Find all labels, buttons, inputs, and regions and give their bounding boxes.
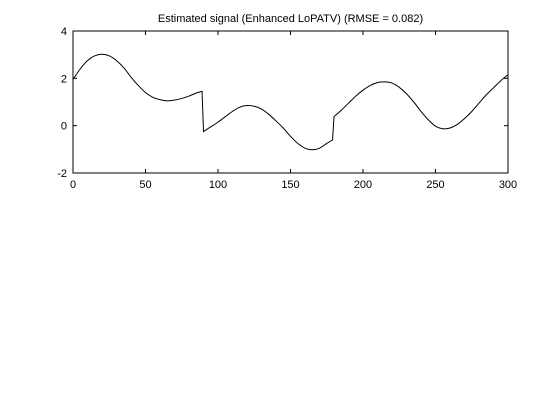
y-axis-ticks: -2 0 2 4 xyxy=(57,26,508,180)
y-tick-label: -2 xyxy=(57,168,67,180)
estimated-signal-line xyxy=(72,53,509,151)
y-tick-label: 2 xyxy=(61,73,67,85)
chart-title: Estimated signal (Enhanced LoPATV) (RMSE… xyxy=(158,13,423,25)
x-tick-label: 300 xyxy=(499,179,517,191)
x-tick-label: 150 xyxy=(281,179,299,191)
x-axis-ticks: 0 50 100 150 200 250 300 xyxy=(70,31,517,191)
x-tick-label: 0 xyxy=(70,179,76,191)
y-tick-label: 4 xyxy=(61,26,67,38)
x-tick-label: 250 xyxy=(426,179,444,191)
x-tick-label: 100 xyxy=(209,179,227,191)
plot-area-frame xyxy=(72,30,509,174)
x-tick-label: 200 xyxy=(354,179,372,191)
x-tick-label: 50 xyxy=(139,179,151,191)
y-tick-label: 0 xyxy=(61,121,67,133)
